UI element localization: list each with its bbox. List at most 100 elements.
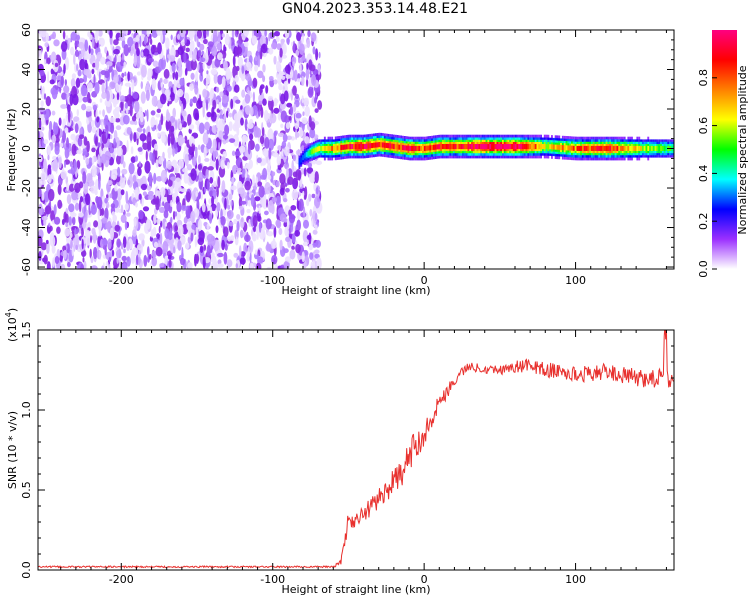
noise-blob — [82, 146, 88, 156]
noise-blob — [134, 155, 138, 162]
noise-blob — [170, 216, 173, 224]
y-tick-label: 0.0 — [20, 561, 33, 579]
noise-blob — [69, 93, 74, 106]
snr-xlabel: Height of straight line (km) — [281, 583, 430, 596]
signal-cell — [663, 145, 666, 151]
noise-blob — [258, 185, 265, 198]
noise-blob — [90, 185, 97, 194]
signal-cell — [469, 144, 472, 150]
signal-cell — [414, 145, 417, 151]
x-tick-label: 0 — [421, 573, 428, 586]
signal-cell — [354, 144, 357, 150]
noise-blob — [190, 58, 197, 71]
signal-cell — [605, 145, 608, 151]
noise-blob — [210, 235, 216, 247]
noise-blob — [133, 132, 137, 143]
noise-blob — [62, 30, 66, 40]
signal-cell — [625, 145, 628, 151]
noise-blob — [307, 30, 311, 38]
colorbar-tick-label: 0.6 — [697, 117, 710, 135]
signal-cell — [380, 142, 383, 148]
noise-blob — [245, 195, 248, 207]
y-tick-label: -60 — [20, 258, 33, 276]
noise-blob — [195, 253, 200, 264]
noise-blob — [177, 240, 182, 251]
noise-blob — [171, 62, 176, 73]
noise-blob — [96, 116, 100, 123]
noise-blob — [200, 63, 203, 77]
signal-cell — [369, 143, 372, 149]
noise-blob — [129, 104, 133, 117]
noise-blob — [218, 101, 222, 110]
noise-blob — [217, 74, 223, 85]
noise-blob — [153, 47, 159, 53]
noise-blob — [65, 57, 69, 70]
noise-blob — [85, 53, 92, 60]
noise-blob — [303, 206, 306, 218]
noise-blob — [39, 70, 45, 76]
signal-cell — [621, 145, 624, 151]
noise-blob — [115, 125, 122, 131]
noise-blob — [146, 185, 152, 191]
noise-blob — [66, 137, 69, 150]
noise-blob — [183, 216, 188, 224]
noise-blob — [306, 62, 309, 70]
signal-cell — [509, 144, 512, 150]
noise-blob — [116, 62, 121, 67]
signal-cell — [638, 145, 641, 151]
signal-cell — [534, 144, 537, 150]
noise-blob — [265, 36, 269, 46]
noise-blob — [164, 228, 170, 239]
noise-blob — [209, 177, 214, 184]
noise-blob — [63, 211, 67, 223]
noise-blob — [206, 70, 209, 75]
noise-blob — [64, 161, 66, 169]
noise-blob — [70, 239, 73, 250]
noise-blob — [53, 39, 60, 47]
noise-blob — [195, 226, 199, 235]
noise-blob — [197, 164, 203, 170]
noise-blob — [88, 45, 91, 54]
noise-blob — [97, 208, 100, 221]
noise-blob — [105, 130, 108, 139]
noise-blob — [56, 226, 61, 234]
noise-blob — [181, 103, 184, 116]
noise-blob — [158, 225, 161, 234]
noise-blob — [173, 165, 180, 174]
noise-blob — [303, 219, 309, 229]
noise-blob — [306, 234, 312, 240]
noise-blob — [121, 72, 125, 78]
signal-cell — [320, 145, 323, 151]
noise-blob — [169, 227, 172, 235]
noise-blob — [277, 132, 285, 138]
noise-blob — [301, 251, 305, 263]
noise-blob — [91, 68, 95, 75]
noise-blob — [232, 55, 236, 67]
noise-blob — [248, 240, 254, 254]
noise-blob — [88, 98, 92, 104]
noise-blob — [206, 111, 212, 118]
noise-blob — [236, 46, 243, 55]
signal-cell — [498, 144, 501, 150]
signal-cell — [516, 144, 519, 150]
noise-blob — [266, 266, 272, 269]
signal-cell — [665, 145, 668, 151]
noise-blob — [185, 242, 190, 250]
noise-blob — [178, 158, 184, 169]
noise-blob — [257, 54, 261, 68]
signal-cell — [302, 155, 304, 161]
noise-blob — [197, 237, 205, 246]
noise-blob — [98, 179, 101, 191]
noise-blob — [294, 230, 301, 237]
noise-blob — [194, 236, 197, 248]
signal-cell — [480, 144, 483, 150]
y-tick-label: -40 — [20, 219, 33, 237]
signal-cell — [652, 145, 655, 151]
signal-cell — [632, 145, 635, 151]
signal-cell — [351, 144, 354, 150]
noise-blob — [302, 191, 305, 196]
signal-cell — [440, 144, 443, 150]
signal-cell — [643, 145, 646, 151]
noise-blob — [167, 178, 173, 187]
noise-blob — [114, 184, 118, 192]
